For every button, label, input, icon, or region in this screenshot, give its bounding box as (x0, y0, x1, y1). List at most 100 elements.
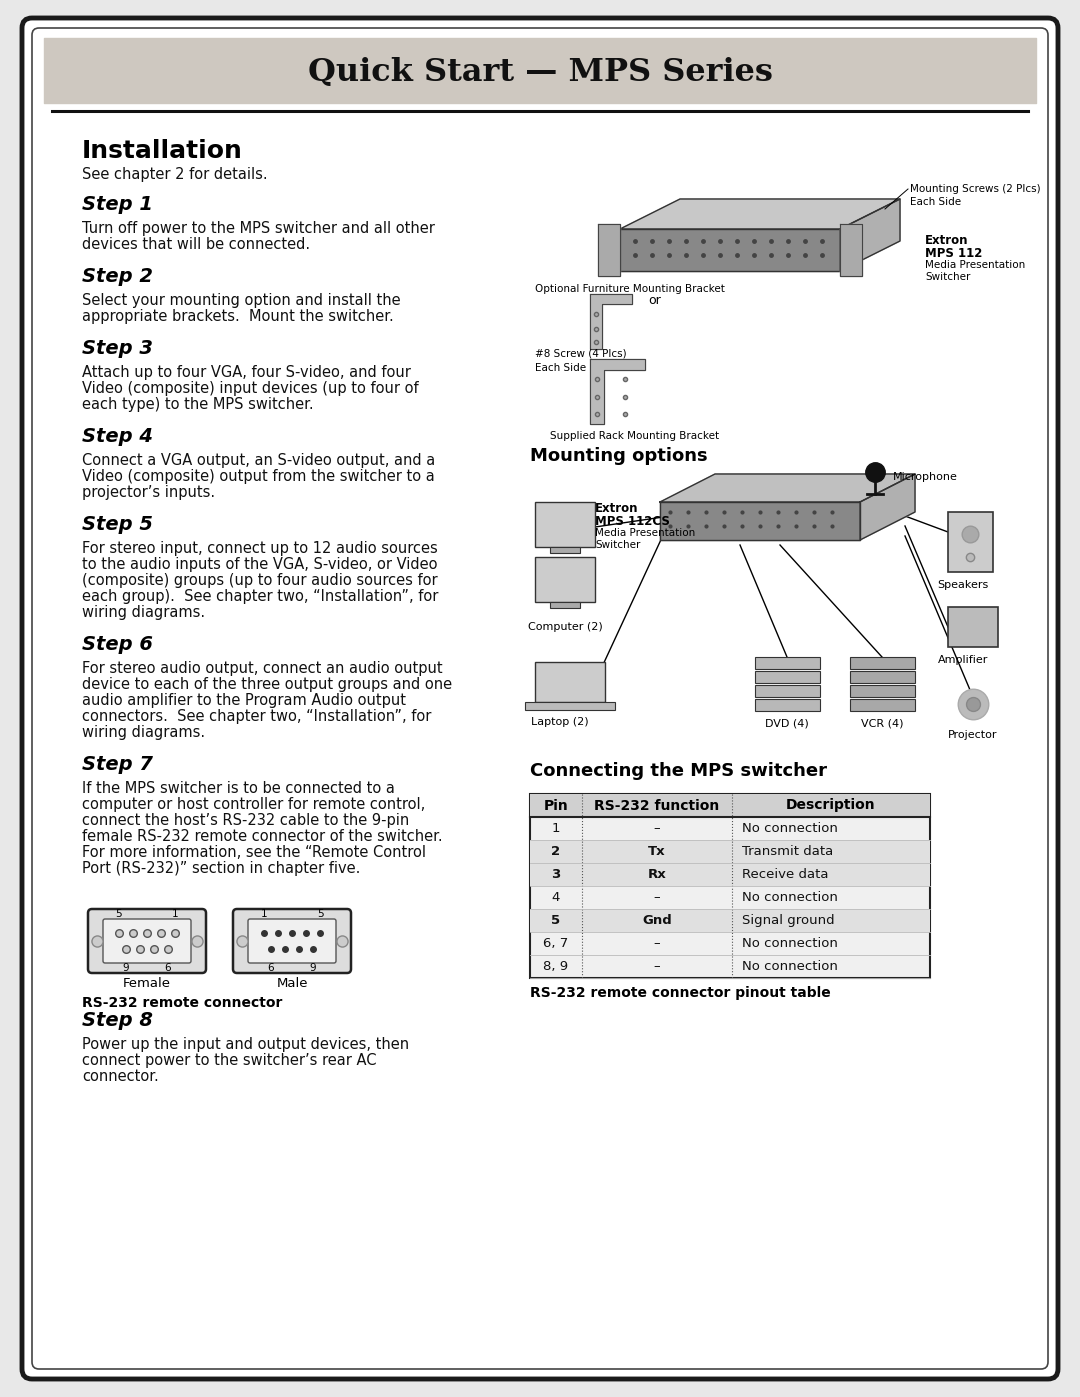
Text: Connecting the MPS switcher: Connecting the MPS switcher (530, 761, 827, 780)
Text: Step 1: Step 1 (82, 196, 153, 214)
Bar (948, 608, 998, 647)
Text: 8, 9: 8, 9 (543, 960, 568, 972)
Text: Laptop (2): Laptop (2) (531, 717, 589, 726)
Text: Power up the input and output devices, then: Power up the input and output devices, t… (82, 1037, 409, 1052)
Text: Media Presentation: Media Presentation (924, 260, 1025, 270)
Bar (530, 840, 930, 863)
Text: No connection: No connection (742, 960, 838, 972)
Polygon shape (598, 224, 620, 277)
Bar (550, 548, 580, 553)
Text: Projector: Projector (948, 731, 998, 740)
Text: computer or host controller for remote control,: computer or host controller for remote c… (82, 798, 426, 812)
Text: #8 Screw (4 Plcs): #8 Screw (4 Plcs) (535, 349, 626, 359)
Text: RS-232 remote connector pinout table: RS-232 remote connector pinout table (530, 986, 831, 1000)
Text: VCR (4): VCR (4) (861, 719, 903, 729)
Text: –: – (653, 821, 660, 835)
Text: Tx: Tx (648, 845, 665, 858)
Text: 3: 3 (552, 868, 561, 882)
Text: device to each of the three output groups and one: device to each of the three output group… (82, 678, 453, 692)
Text: RS-232 remote connector: RS-232 remote connector (82, 996, 282, 1010)
Text: See chapter 2 for details.: See chapter 2 for details. (82, 168, 268, 182)
Bar (755, 657, 820, 669)
Text: Select your mounting option and install the: Select your mounting option and install … (82, 293, 401, 307)
Text: Installation: Installation (82, 138, 243, 163)
Text: Female: Female (123, 977, 171, 990)
Text: (composite) groups (up to four audio sources for: (composite) groups (up to four audio sou… (82, 573, 437, 588)
Polygon shape (660, 502, 860, 541)
Text: Step 7: Step 7 (82, 754, 153, 774)
Text: Each Side: Each Side (910, 197, 961, 207)
Polygon shape (620, 198, 900, 229)
Text: Speakers: Speakers (937, 580, 988, 590)
Text: RS-232 function: RS-232 function (594, 799, 719, 813)
FancyBboxPatch shape (103, 919, 191, 963)
Text: No connection: No connection (742, 821, 838, 835)
Bar (530, 793, 930, 978)
FancyBboxPatch shape (233, 909, 351, 972)
Text: Signal ground: Signal ground (742, 914, 835, 928)
Text: Rx: Rx (648, 868, 666, 882)
Text: No connection: No connection (742, 937, 838, 950)
Text: each type) to the MPS switcher.: each type) to the MPS switcher. (82, 397, 313, 412)
Text: connect the host’s RS-232 cable to the 9-pin: connect the host’s RS-232 cable to the 9… (82, 813, 409, 828)
Text: Mounting options: Mounting options (530, 447, 707, 465)
Text: or: or (649, 293, 661, 307)
Text: 6: 6 (268, 963, 274, 972)
Text: 5: 5 (316, 909, 323, 919)
Text: MPS 112CS: MPS 112CS (595, 515, 670, 528)
Bar (850, 671, 915, 683)
Text: Supplied Rack Mounting Bracket: Supplied Rack Mounting Bracket (550, 432, 719, 441)
Text: DVD (4): DVD (4) (765, 719, 809, 729)
Text: Video (composite) input devices (up to four of: Video (composite) input devices (up to f… (82, 381, 419, 395)
Bar (755, 698, 820, 711)
Text: 2: 2 (552, 845, 561, 858)
Text: Connect a VGA output, an S-video output, and a: Connect a VGA output, an S-video output,… (82, 453, 435, 468)
Bar (850, 685, 915, 697)
Text: Port (RS-232)” section in chapter five.: Port (RS-232)” section in chapter five. (82, 861, 361, 876)
Text: Extron: Extron (924, 235, 969, 247)
Bar (755, 671, 820, 683)
Bar (535, 502, 595, 548)
Text: projector’s inputs.: projector’s inputs. (82, 485, 215, 500)
Polygon shape (840, 198, 900, 271)
Text: Computer (2): Computer (2) (528, 622, 603, 631)
Bar (850, 657, 915, 669)
FancyBboxPatch shape (248, 919, 336, 963)
Polygon shape (860, 474, 915, 541)
FancyBboxPatch shape (22, 18, 1058, 1379)
Text: Switcher: Switcher (595, 541, 640, 550)
Text: Step 2: Step 2 (82, 267, 153, 286)
Text: Description: Description (786, 799, 876, 813)
Text: connect power to the switcher’s rear AC: connect power to the switcher’s rear AC (82, 1053, 377, 1067)
Text: Transmit data: Transmit data (742, 845, 834, 858)
Polygon shape (660, 474, 915, 502)
Text: Mounting Screws (2 Plcs): Mounting Screws (2 Plcs) (910, 184, 1041, 194)
Text: Extron: Extron (595, 502, 638, 515)
Text: devices that will be connected.: devices that will be connected. (82, 237, 310, 251)
Bar (535, 662, 605, 703)
Text: For stereo input, connect up to 12 audio sources: For stereo input, connect up to 12 audio… (82, 541, 437, 556)
Polygon shape (590, 293, 632, 349)
Text: For more information, see the “Remote Control: For more information, see the “Remote Co… (82, 845, 426, 861)
Text: each group).  See chapter two, “Installation”, for: each group). See chapter two, “Installat… (82, 590, 438, 604)
Text: wiring diagrams.: wiring diagrams. (82, 605, 205, 620)
Text: Pin: Pin (543, 799, 568, 813)
Polygon shape (840, 224, 862, 277)
Text: For stereo audio output, connect an audio output: For stereo audio output, connect an audi… (82, 661, 443, 676)
Text: Microphone: Microphone (893, 472, 958, 482)
Text: –: – (653, 937, 660, 950)
Text: –: – (653, 891, 660, 904)
Text: Quick Start — MPS Series: Quick Start — MPS Series (308, 56, 772, 88)
Text: Male: Male (276, 977, 308, 990)
Text: 5: 5 (116, 909, 122, 919)
Text: Step 8: Step 8 (82, 1011, 153, 1030)
Text: audio amplifier to the Program Audio output: audio amplifier to the Program Audio out… (82, 693, 406, 708)
Text: Receive data: Receive data (742, 868, 828, 882)
Text: wiring diagrams.: wiring diagrams. (82, 725, 205, 740)
Text: 1: 1 (552, 821, 561, 835)
Text: Attach up to four VGA, four S-video, and four: Attach up to four VGA, four S-video, and… (82, 365, 410, 380)
Bar (530, 863, 930, 886)
Bar (755, 685, 820, 697)
Bar (530, 793, 930, 817)
Text: female RS-232 remote connector of the switcher.: female RS-232 remote connector of the sw… (82, 828, 443, 844)
